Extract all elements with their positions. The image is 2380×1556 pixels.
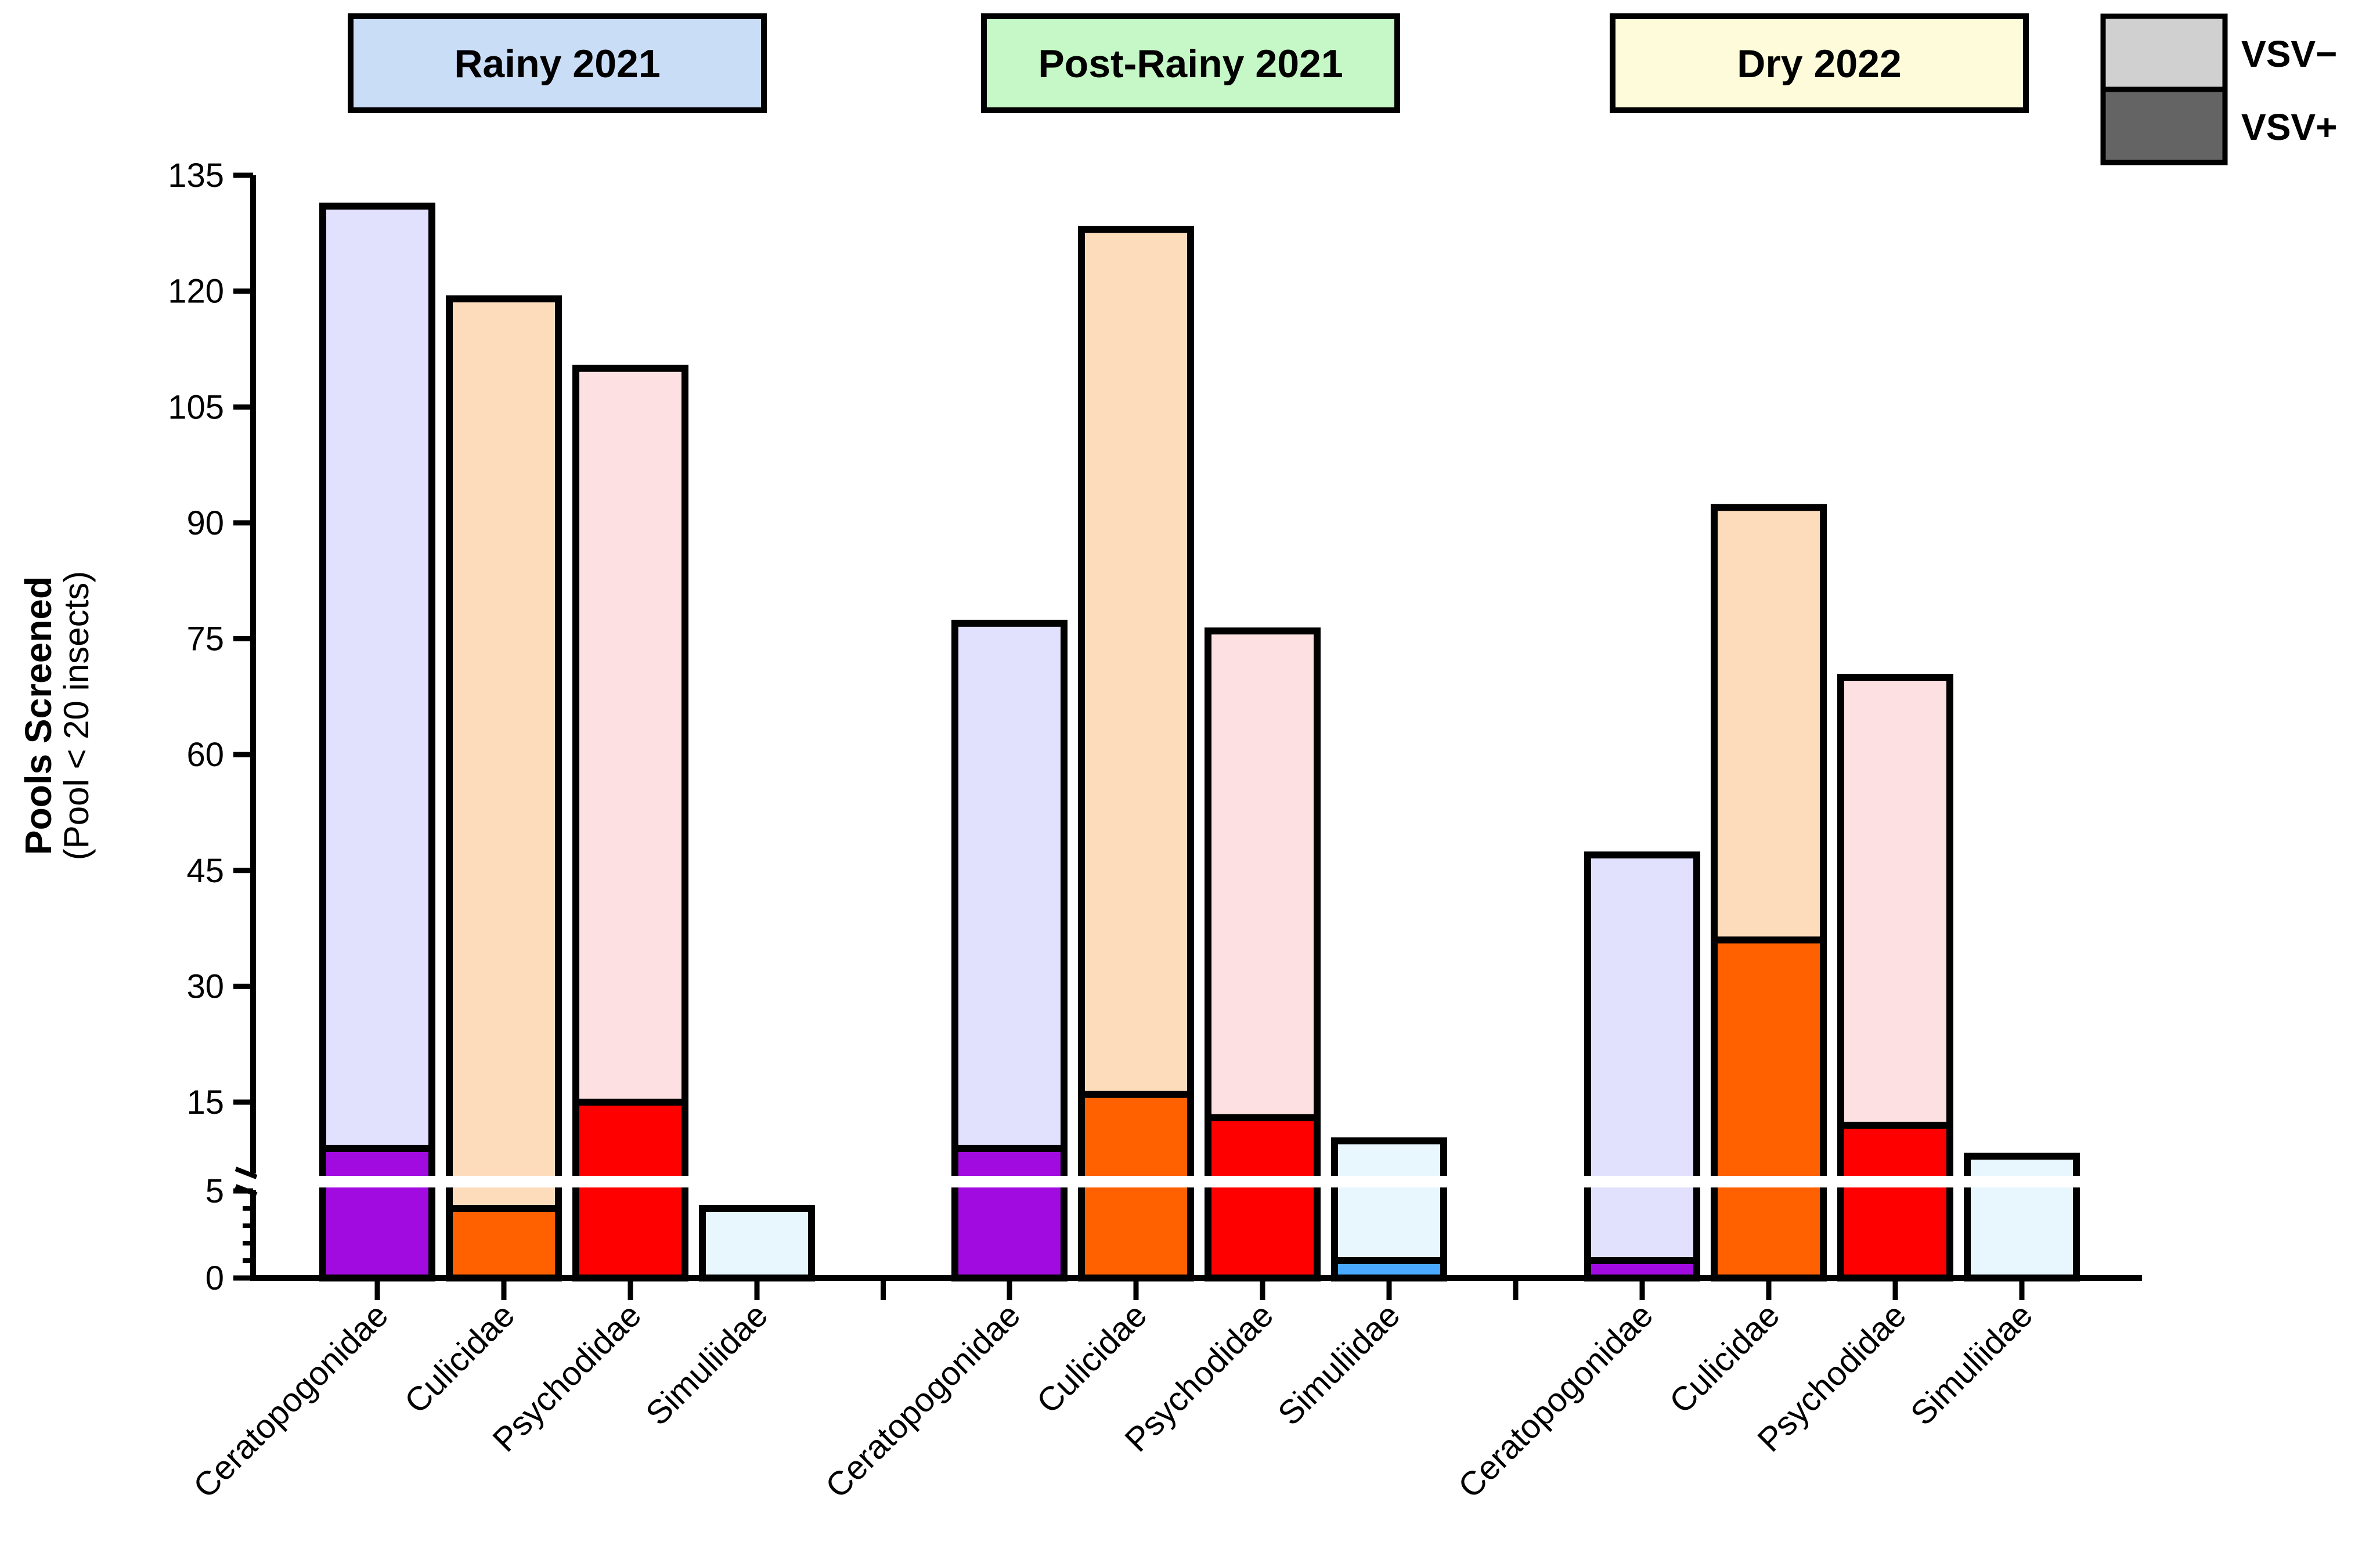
bar-negative-culicidae-rainy-2021 — [449, 298, 558, 1278]
legend-label-negative: VSV− — [2241, 33, 2337, 75]
bar-negative-simuliidae-rainy-2021 — [702, 1208, 812, 1278]
y-tick-label: 15 — [186, 1084, 224, 1121]
y-axis-break-mark — [235, 1167, 258, 1179]
legend-label-positive: VSV+ — [2241, 106, 2337, 148]
group-box-post-rainy-2021 — [981, 13, 1400, 113]
x-tick-label-simuliidae-rainy-2021: Simuliidae — [639, 1296, 775, 1432]
axis-break-band — [236, 1176, 2082, 1187]
legend: VSV− VSV+ — [2100, 13, 2337, 165]
x-tick-label-simuliidae-post-rainy-2021: Simuliidae — [1271, 1296, 1407, 1432]
y-tick-label: 45 — [186, 852, 224, 890]
bar-positive-psychodidae-rainy-2021 — [576, 1102, 685, 1278]
bar-positive-culicidae-rainy-2021 — [449, 1208, 558, 1278]
y-tick-label: 135 — [168, 157, 224, 194]
x-tick-label-culicidae-post-rainy-2021: Culicidae — [1030, 1296, 1155, 1421]
group-box-dry-2022 — [1610, 13, 2029, 113]
group-label-rainy-2021: Rainy 2021 — [454, 42, 660, 86]
x-tick-label-culicidae-rainy-2021: Culicidae — [398, 1296, 522, 1421]
x-tick-label-ceratopogonidae-rainy-2021: Ceratopogonidae — [186, 1296, 396, 1506]
x-tick-labels: Ceratopogonidae CulicidaePsychodidaeSimul… — [186, 1296, 2040, 1506]
y-tick-label: 5 — [205, 1172, 224, 1210]
y-tick-label: 120 — [168, 273, 224, 311]
y-tick-label: 75 — [186, 620, 224, 658]
axes-layer: 0 5 15 30 45 60 75 90 105 120 135 — [168, 157, 2142, 1300]
x-tick-label-ceratopogonidae-post-rainy-2021: Ceratopogonidae — [818, 1296, 1028, 1506]
x-tick-label-culicidae-dry-2022: Culicidae — [1663, 1296, 1787, 1421]
y-axis-subtitle: (Pool < 20 insects) — [57, 571, 96, 861]
bar-negative-ceratopogonidae-dry-2022 — [1588, 855, 1697, 1278]
y-tick-label: 105 — [168, 388, 224, 426]
x-tick-label-simuliidae-dry-2022: Simuliidae — [1903, 1296, 2040, 1432]
y-tick-label: 90 — [186, 504, 224, 542]
legend-swatch-negative — [2100, 13, 2228, 92]
legend-swatch-positive — [2100, 86, 2228, 165]
group-box-rainy-2021 — [348, 13, 767, 113]
bar-positive-psychodidae-dry-2022 — [1841, 1125, 1950, 1278]
group-header-boxes: Rainy 2021 Post-Rainy 2021 Dry 2022 — [348, 13, 2029, 113]
bar-positive-ceratopogonidae-post-rainy-2021 — [955, 1148, 1064, 1278]
y-axis-title: Pools Screened — [17, 576, 59, 855]
bar-negative-simuliidae-post-rainy-2021 — [1335, 1140, 1444, 1278]
bars-layer — [236, 203, 2082, 1282]
bar-positive-psychodidae-post-rainy-2021 — [1208, 1117, 1317, 1278]
bar-negative-ceratopogonidae-rainy-2021 — [323, 206, 432, 1278]
y-tick-label: 30 — [186, 967, 224, 1005]
y-tick-label: 0 — [205, 1259, 224, 1297]
bar-positive-ceratopogonidae-rainy-2021 — [323, 1148, 432, 1278]
group-label-dry-2022: Dry 2022 — [1737, 42, 1902, 86]
x-tick-label-ceratopogonidae-dry-2022: Ceratopogonidae — [1451, 1296, 1661, 1506]
bar-positive-culicidae-dry-2022 — [1714, 940, 1823, 1278]
y-tick-label: 60 — [186, 736, 224, 774]
bar-negative-simuliidae-dry-2022 — [1967, 1156, 2076, 1278]
group-label-post-rainy-2021: Post-Rainy 2021 — [1038, 42, 1343, 86]
